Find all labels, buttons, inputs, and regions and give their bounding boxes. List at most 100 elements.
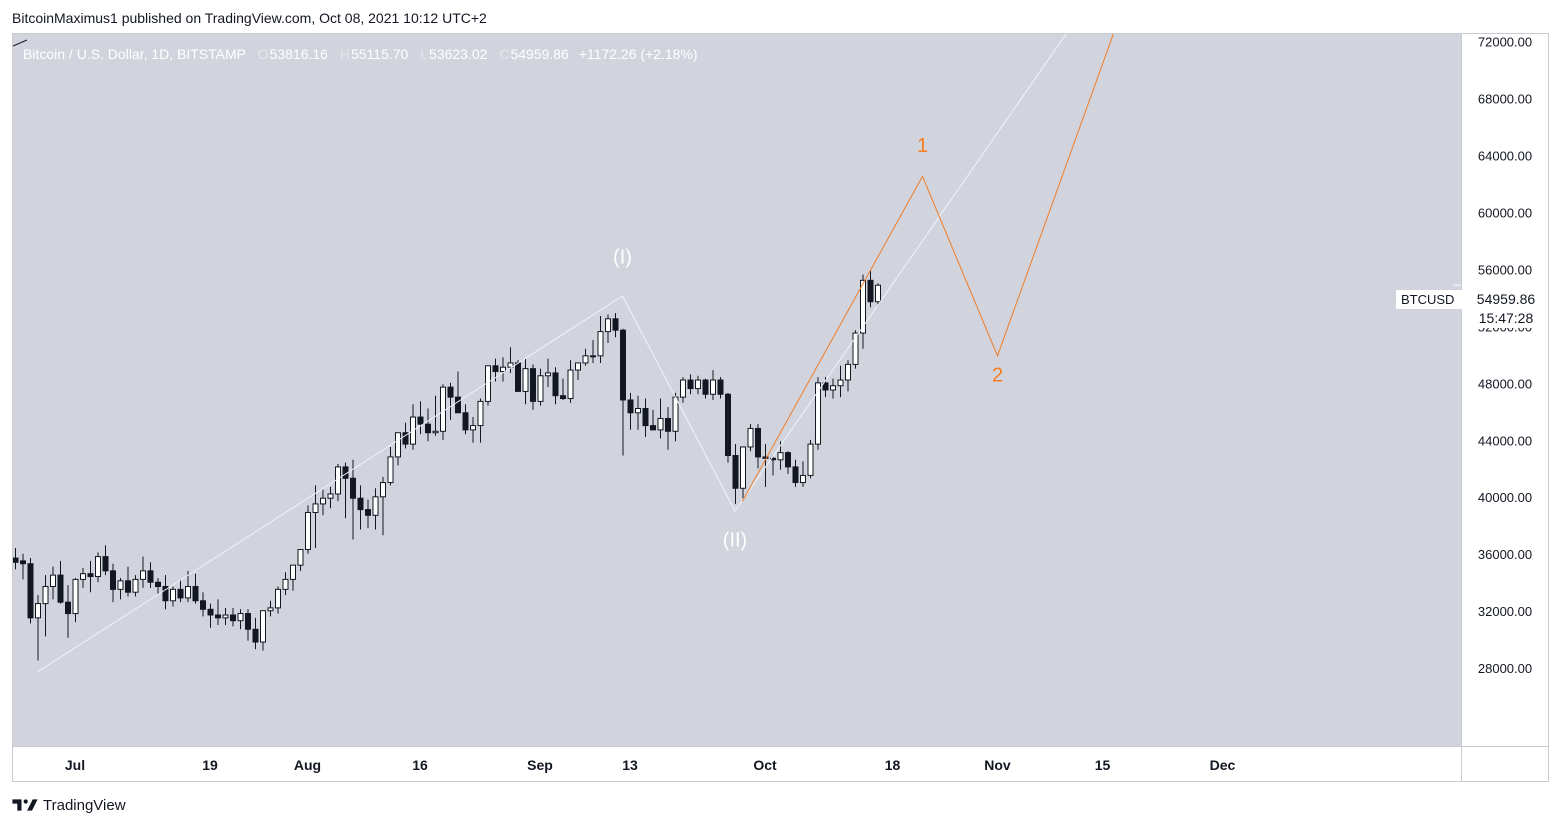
candle-body: [125, 580, 131, 593]
candle-body: [147, 570, 154, 583]
candle-body: [192, 586, 199, 602]
candle-body: [252, 628, 259, 643]
candle-body: [710, 379, 716, 395]
wave-white-line: [37, 34, 1067, 673]
price-tag-value: 54959.86: [1472, 290, 1540, 309]
publisher-line: BitcoinMaximus1 published on TradingView…: [12, 10, 487, 26]
candle-body: [515, 362, 521, 392]
price-tick-label: 48000.00: [1478, 376, 1532, 391]
price-tick-label: 60000.00: [1478, 205, 1532, 220]
candle-body: [87, 573, 94, 578]
last-price-tag: BTCUSD 54959.86 15:47:28: [1396, 290, 1540, 328]
candle-body: [777, 452, 784, 461]
candle-body: [612, 318, 619, 331]
candle-body: [275, 588, 281, 609]
candle-body: [462, 412, 469, 431]
candle-body: [860, 279, 866, 334]
candle-body: [837, 379, 844, 387]
price-tick-label: 72000.00: [1478, 35, 1532, 50]
footer: TradingView: [12, 795, 126, 815]
candle-body: [380, 482, 386, 498]
candle-body: [822, 382, 829, 391]
candle-body: [110, 570, 116, 590]
low-value: 53623.02: [429, 46, 488, 62]
currency-label[interactable]: USD: [1491, 44, 1519, 59]
candle-body: [560, 395, 566, 400]
candle-body: [155, 581, 161, 588]
open-label: O: [257, 46, 269, 62]
previous-trend-line: [13, 39, 28, 47]
candle-body: [567, 369, 574, 400]
time-tick-label: 18: [885, 757, 901, 773]
candle-body: [80, 573, 86, 580]
candle-body: [162, 586, 169, 602]
symbol-title: Bitcoin / U.S. Dollar, 1D, BITSTAMP: [23, 46, 246, 62]
chart-frame[interactable]: 28000.00 32000.00 36000.00 40000.00 44000.00…: [12, 33, 1549, 782]
candle-body: [582, 355, 589, 364]
candle-body: [642, 408, 649, 427]
price-tick-label: 36000.00: [1478, 547, 1532, 562]
candle-body: [500, 366, 506, 372]
candle-body: [477, 400, 484, 427]
candle-body: [185, 586, 191, 599]
candle-body: [170, 588, 176, 602]
candle-body: [627, 399, 634, 414]
time-tick-label: Sep: [527, 757, 553, 773]
candle-body: [605, 318, 611, 333]
candle-body: [222, 614, 229, 619]
candle-body: [350, 477, 356, 499]
candle-body: [740, 446, 746, 489]
time-tick-label: Nov: [984, 757, 1011, 773]
high-value: 55115.70: [350, 46, 409, 62]
time-tick-label: Dec: [1210, 757, 1236, 773]
candle-body: [267, 607, 274, 612]
candle-body: [395, 432, 401, 458]
candle-body: [470, 425, 476, 431]
candle-body: [312, 503, 319, 513]
time-tick-label: Jul: [65, 757, 85, 773]
price-tag-symbol: BTCUSD: [1396, 290, 1470, 309]
candle-body: [320, 497, 326, 505]
candle-body: [552, 372, 559, 397]
candle-body: [665, 417, 671, 432]
candle-body: [635, 408, 641, 414]
price-tick-label: 64000.00: [1478, 148, 1532, 163]
price-tick-label: 56000.00: [1478, 262, 1532, 277]
candle-body: [785, 452, 791, 468]
candle-body: [117, 580, 124, 590]
candle-body: [815, 382, 821, 445]
candle-body: [702, 379, 709, 395]
candle-body: [57, 574, 64, 603]
time-tick-label: 13: [622, 757, 638, 773]
price-tick-label: 44000.00: [1478, 433, 1532, 448]
candle-body: [867, 279, 874, 303]
candle-body: [207, 608, 214, 616]
price-chart[interactable]: 28000.00 32000.00 36000.00 40000.00 44000.00…: [13, 34, 1549, 782]
candle-body: [102, 556, 109, 572]
plot-area: [13, 34, 1461, 746]
candle-body: [177, 588, 184, 599]
candle-body: [507, 362, 514, 368]
candle-body: [357, 497, 364, 511]
candle-body: [132, 578, 139, 593]
candle-body: [852, 332, 859, 365]
candle-body: [620, 329, 626, 401]
candle-body: [762, 456, 769, 459]
low-label: L: [420, 46, 429, 62]
candle-body: [537, 375, 544, 402]
price-tick-label: 40000.00: [1478, 490, 1532, 505]
candle-body: [50, 574, 56, 588]
candle-body: [245, 613, 251, 630]
candle-body: [215, 614, 221, 619]
candle-body: [447, 386, 454, 398]
time-tick-label: Oct: [753, 757, 777, 773]
candle-body: [95, 556, 101, 578]
close-value: 54959.86: [510, 46, 569, 62]
wave-white-label: (II): [723, 530, 747, 552]
candle-body: [792, 466, 799, 484]
time-tick-label: Aug: [294, 757, 321, 773]
candle-body: [372, 496, 379, 516]
candle-body: [732, 455, 739, 489]
candle-body: [672, 396, 679, 432]
footer-brand: TradingView: [43, 796, 126, 814]
